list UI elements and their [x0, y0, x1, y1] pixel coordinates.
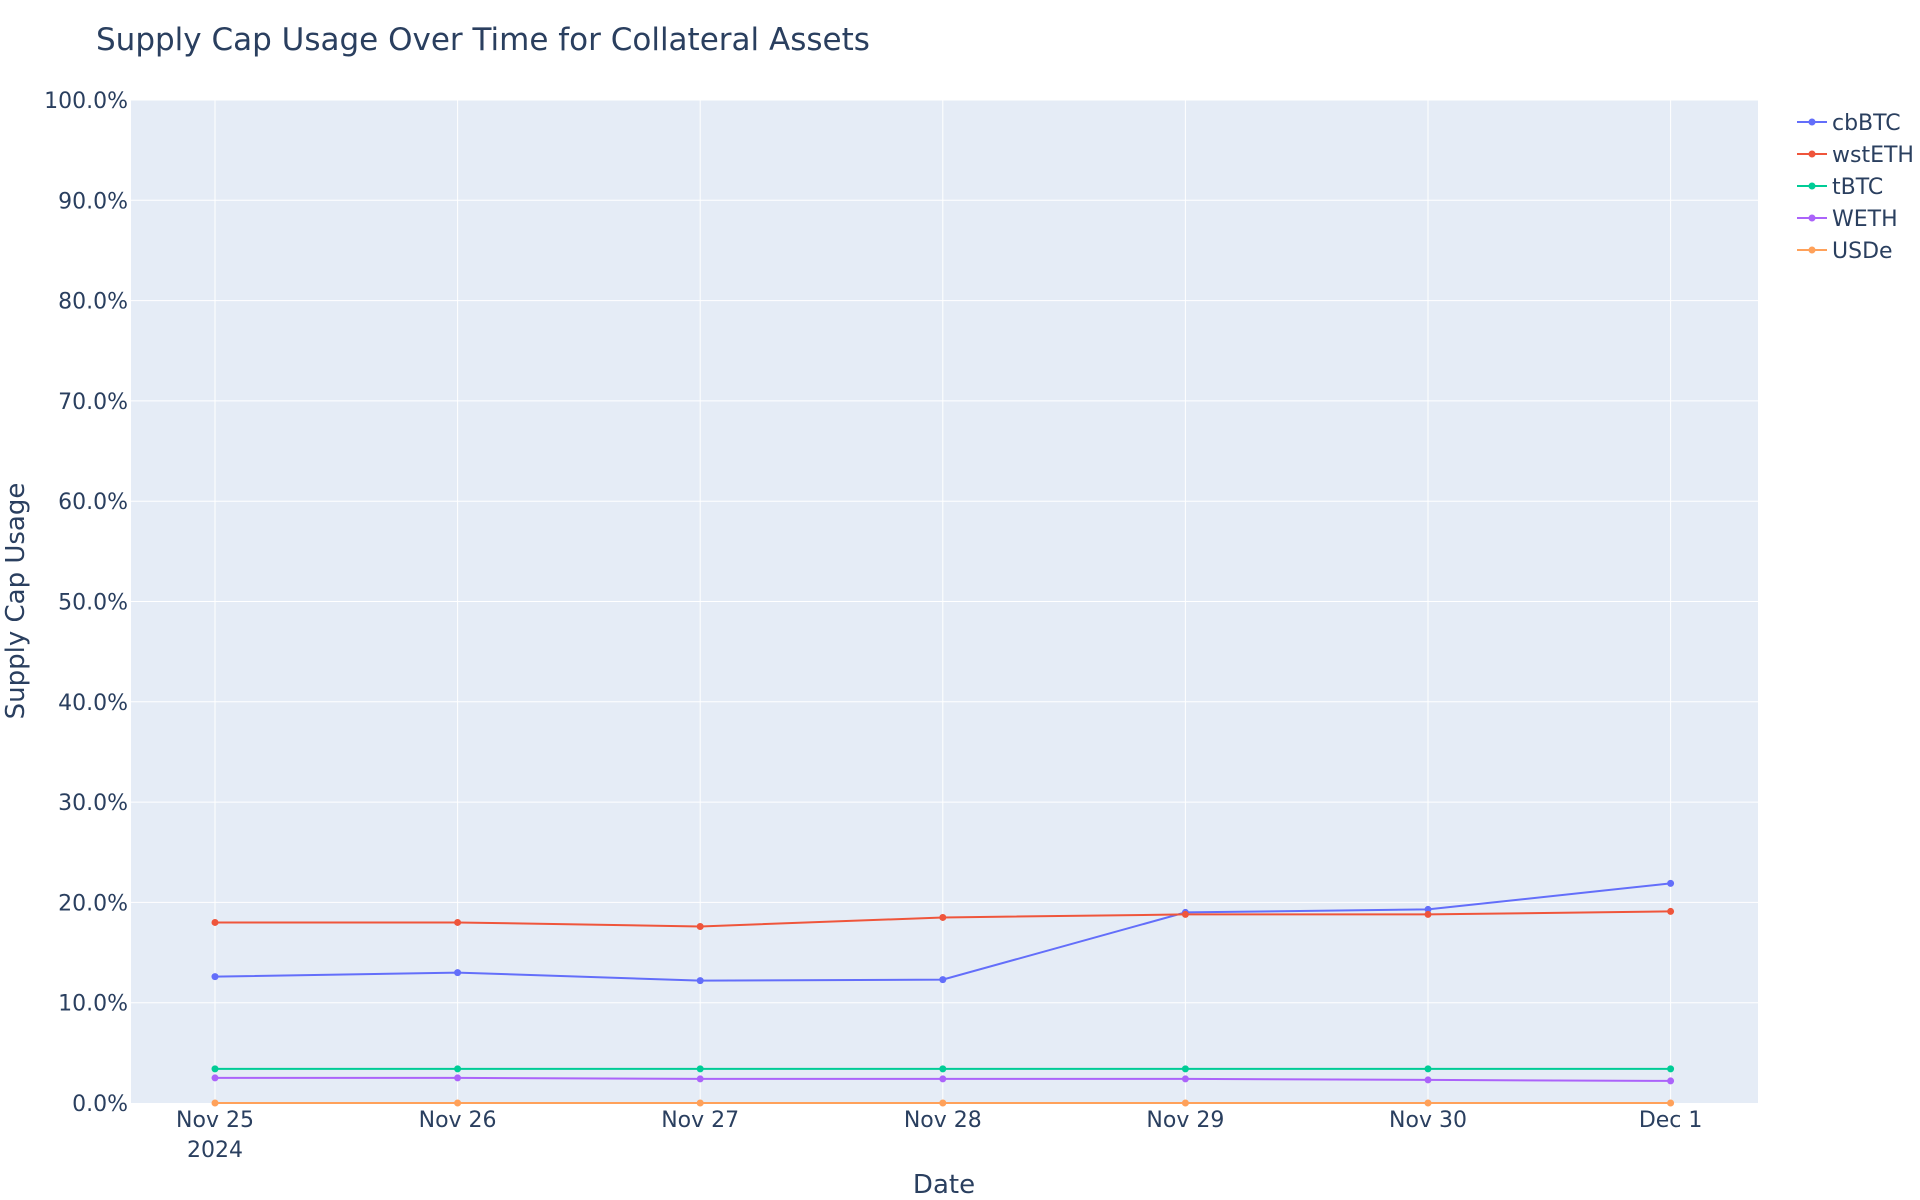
legend-label: wstETH — [1832, 143, 1914, 168]
legend-marker — [1808, 150, 1816, 158]
data-point-wsteth[interactable] — [454, 918, 462, 926]
legend-item-usde[interactable]: USDe — [1797, 239, 1893, 264]
legend-marker — [1808, 214, 1816, 222]
y-tick-label: 60.0% — [58, 490, 128, 515]
x-tick-label: Dec 1 — [1639, 1108, 1703, 1133]
y-tick-label: 90.0% — [58, 189, 128, 214]
data-point-wsteth[interactable] — [1667, 907, 1675, 915]
data-point-tbtc[interactable] — [939, 1065, 947, 1073]
data-point-tbtc[interactable] — [454, 1065, 462, 1073]
data-point-usde[interactable] — [939, 1099, 947, 1107]
legend-item-cbbtc[interactable]: cbBTC — [1797, 111, 1901, 136]
data-point-cbbtc[interactable] — [454, 969, 462, 977]
series-tbtc — [211, 1065, 1675, 1073]
chart-title: Supply Cap Usage Over Time for Collatera… — [96, 22, 870, 58]
x-tick-label: Nov 30 — [1389, 1108, 1467, 1133]
legend-item-tbtc[interactable]: tBTC — [1797, 175, 1883, 200]
series-layer — [211, 879, 1675, 1107]
data-point-cbbtc[interactable] — [1667, 879, 1675, 887]
data-point-wsteth[interactable] — [696, 922, 704, 930]
legend-label: WETH — [1832, 207, 1898, 232]
data-point-cbbtc[interactable] — [211, 973, 219, 981]
data-point-wsteth[interactable] — [1424, 910, 1432, 918]
data-point-wsteth[interactable] — [1181, 910, 1189, 918]
data-point-weth[interactable] — [696, 1075, 704, 1083]
data-point-wsteth[interactable] — [211, 918, 219, 926]
legend-marker — [1808, 246, 1816, 254]
x-tick-label: Nov 29 — [1146, 1108, 1224, 1133]
x-tick-label: Nov 28 — [904, 1108, 982, 1133]
data-point-weth[interactable] — [454, 1074, 462, 1082]
y-tick-label: 80.0% — [58, 290, 128, 315]
legend: cbBTC wstETH tBTC WETH USDe — [1797, 111, 1914, 264]
data-point-usde[interactable] — [454, 1099, 462, 1107]
x-tick-label: Nov 25 — [176, 1108, 254, 1133]
series-wsteth — [211, 907, 1675, 930]
y-tick-label: 20.0% — [58, 891, 128, 916]
y-tick-label: 40.0% — [58, 691, 128, 716]
legend-label: cbBTC — [1832, 111, 1901, 136]
legend-item-wsteth[interactable]: wstETH — [1797, 143, 1914, 168]
data-point-weth[interactable] — [1181, 1075, 1189, 1083]
y-tick-label: 30.0% — [58, 791, 128, 816]
legend-marker — [1808, 182, 1816, 190]
data-point-usde[interactable] — [211, 1099, 219, 1107]
x-tick-label: Nov 27 — [661, 1108, 739, 1133]
data-point-wsteth[interactable] — [939, 913, 947, 921]
y-axis-title: Supply Cap Usage — [1, 483, 31, 720]
y-tick-label: 0.0% — [72, 1092, 128, 1117]
series-weth — [211, 1074, 1675, 1085]
data-point-weth[interactable] — [211, 1074, 219, 1082]
data-point-usde[interactable] — [696, 1099, 704, 1107]
legend-label: tBTC — [1832, 175, 1883, 200]
series-usde — [211, 1099, 1675, 1107]
y-tick-label: 100.0% — [44, 89, 128, 114]
y-axis-ticks: 0.0% 10.0% 20.0% 30.0% 40.0% 50.0% 60.0% 70.0% 8… — [44, 89, 128, 1117]
y-tick-label: 10.0% — [58, 992, 128, 1017]
data-point-usde[interactable] — [1424, 1099, 1432, 1107]
data-point-tbtc[interactable] — [1181, 1065, 1189, 1073]
x-axis-ticks: Nov 25 Nov 26 Nov 27 Nov 28 Nov 29 Nov 30 Dec … — [176, 1108, 1702, 1133]
data-point-weth[interactable] — [1424, 1076, 1432, 1084]
data-point-cbbtc[interactable] — [696, 977, 704, 985]
data-point-tbtc[interactable] — [1667, 1065, 1675, 1073]
data-point-weth[interactable] — [1667, 1077, 1675, 1085]
data-point-usde[interactable] — [1667, 1099, 1675, 1107]
data-point-tbtc[interactable] — [211, 1065, 219, 1073]
grid-lines — [131, 99, 1758, 1103]
x-axis-year-label: 2024 — [187, 1138, 243, 1163]
legend-item-weth[interactable]: WETH — [1797, 207, 1898, 232]
y-tick-label: 70.0% — [58, 390, 128, 415]
y-tick-label: 50.0% — [58, 591, 128, 616]
x-tick-label: Nov 26 — [419, 1108, 497, 1133]
data-point-cbbtc[interactable] — [1424, 905, 1432, 913]
data-point-tbtc[interactable] — [1424, 1065, 1432, 1073]
data-point-tbtc[interactable] — [696, 1065, 704, 1073]
legend-label: USDe — [1832, 239, 1893, 264]
legend-marker — [1808, 118, 1816, 126]
data-point-weth[interactable] — [939, 1075, 947, 1083]
data-point-usde[interactable] — [1181, 1099, 1189, 1107]
data-point-cbbtc[interactable] — [939, 976, 947, 984]
x-axis-title: Date — [913, 1170, 975, 1200]
